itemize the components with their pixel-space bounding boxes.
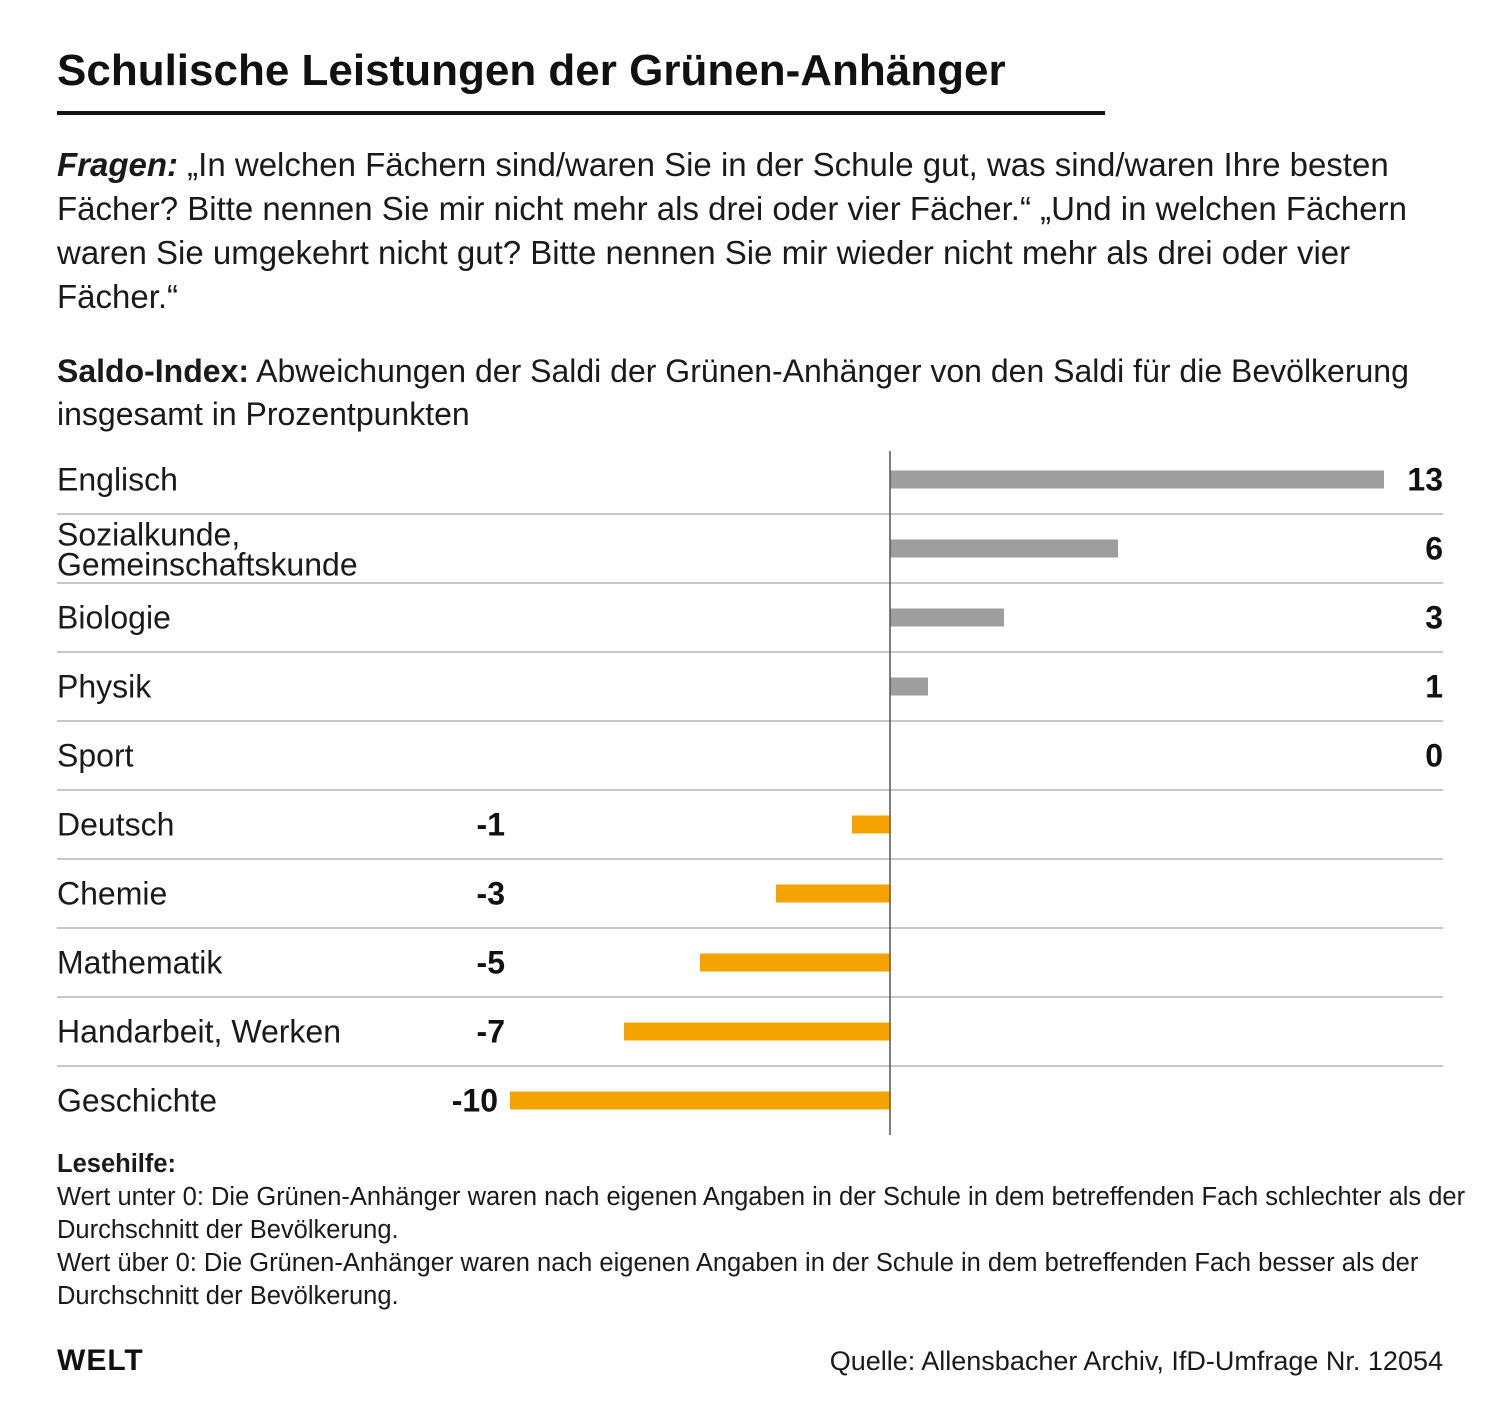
value-label: 1 [1425,669,1443,705]
bar [776,884,890,903]
index-description: Saldo-Index: Abweichungen der Saldi der … [57,350,1457,436]
value-label: 0 [1425,738,1443,774]
category-label: Englisch [57,462,178,498]
question-text: „In welchen Fächern sind/waren Sie in de… [57,146,1407,315]
category-label: Geschichte [57,1083,217,1119]
value-label: 3 [1425,600,1443,636]
index-text: Abweichungen der Saldi der Grünen-Anhäng… [57,353,1409,432]
category-label: Sozialkunde, Gemeinschaftskunde [57,517,358,583]
value-label: -7 [477,1014,505,1050]
chart-title: Schulische Leistungen der Grünen-Anhänge… [57,46,1006,95]
reading-help-above-zero: Wert über 0: Die Grünen-Anhänger waren n… [57,1249,1419,1310]
value-label: -10 [452,1083,498,1119]
value-label: 6 [1425,531,1443,567]
bar [852,815,890,834]
category-label: Chemie [57,876,167,912]
category-label: Biologie [57,600,171,636]
bar [700,953,890,972]
value-label: -5 [477,945,505,981]
category-label: Physik [57,669,152,705]
value-label: -3 [477,876,505,912]
bar [890,539,1118,558]
source-note: Quelle: Allensbacher Archiv, IfD-Umfrage… [829,1346,1443,1376]
category-label: Sport [57,738,134,774]
value-label: 13 [1407,462,1443,498]
welt-logo: WELT [57,1344,144,1377]
title-underline [57,111,1105,115]
bar [890,677,928,696]
reading-help-below-zero: Wert unter 0: Die Grünen-Anhänger waren … [57,1183,1466,1244]
survey-question: Fragen: „In welchen Fächern sind/waren S… [57,143,1457,319]
reading-help-heading: Lesehilfe: [57,1150,177,1178]
category-label: Handarbeit, Werken [57,1014,341,1050]
bar [890,608,1004,627]
question-lead: Fragen: [57,146,179,183]
category-label: Deutsch [57,807,174,843]
value-label: -1 [477,807,505,843]
index-lead: Saldo-Index: [57,353,250,389]
category-label: Mathematik [57,945,223,981]
bar [624,1022,890,1041]
reading-help: Lesehilfe: Wert unter 0: Die Grünen-Anhä… [57,1148,1477,1313]
bar [510,1091,890,1110]
bar [890,470,1384,489]
